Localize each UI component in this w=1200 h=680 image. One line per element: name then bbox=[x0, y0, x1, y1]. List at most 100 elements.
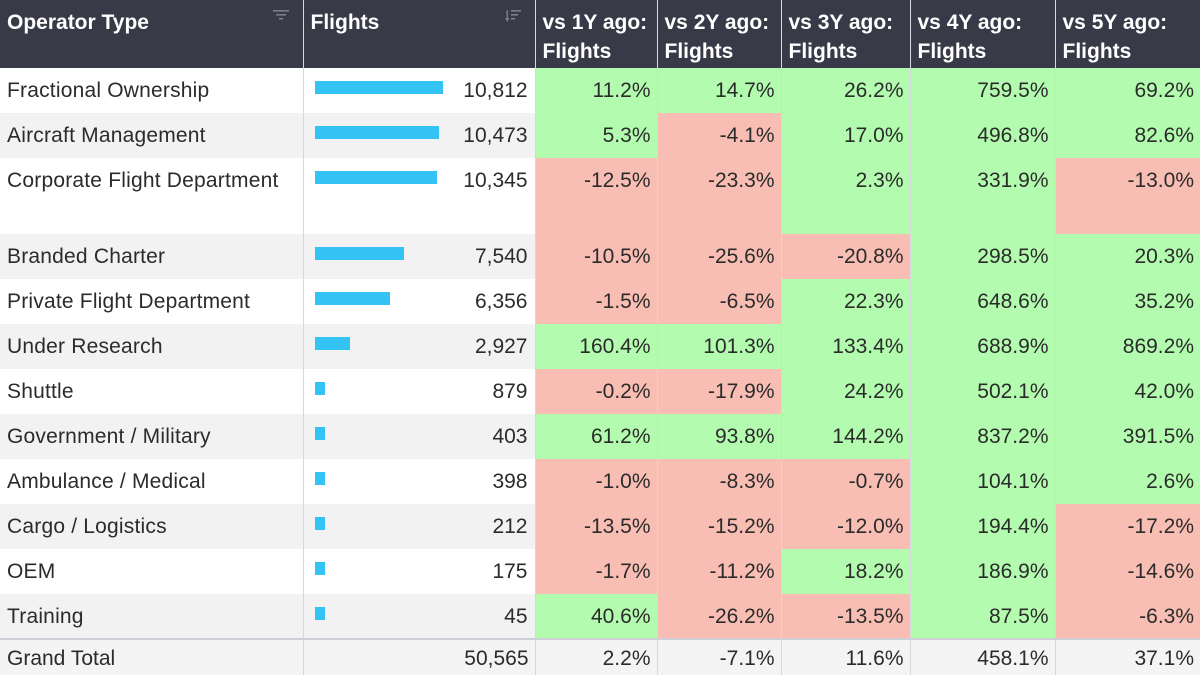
vs-5y-cell: 35.2% bbox=[1055, 279, 1200, 324]
vs-3y-cell: 26.2% bbox=[781, 68, 911, 113]
vs-4y-cell: 186.9% bbox=[910, 549, 1056, 594]
header-vs-2y[interactable]: vs 2Y ago: Flights bbox=[657, 0, 782, 68]
vs-5y-cell: 869.2% bbox=[1055, 324, 1200, 369]
vs-2y-cell: 14.7% bbox=[657, 68, 782, 113]
flights-cell: 45 bbox=[303, 594, 536, 639]
flights-value: 403 bbox=[492, 425, 528, 448]
flights-value: 10,345 bbox=[463, 169, 528, 192]
flights-cell: 175 bbox=[303, 549, 536, 594]
grand-total-vs-1y: 2.2% bbox=[535, 638, 658, 675]
flights-value: 398 bbox=[492, 470, 528, 493]
vs-5y-cell: 69.2% bbox=[1055, 68, 1200, 113]
vs-4y-cell: 496.8% bbox=[910, 113, 1056, 158]
vs-5y-cell: 391.5% bbox=[1055, 414, 1200, 459]
vs-1y-cell: 5.3% bbox=[535, 113, 658, 158]
table-row[interactable]: Shuttle 879 -0.2% -17.9% 24.2% 502.1% 42.0% bbox=[0, 369, 1200, 414]
vs-5y-cell: 42.0% bbox=[1055, 369, 1200, 414]
flights-value: 7,540 bbox=[474, 245, 528, 268]
grand-total-flights: 50,565 bbox=[303, 638, 536, 675]
table-row[interactable]: Government / Military 403 61.2% 93.8% 144.2%… bbox=[0, 414, 1200, 459]
vs-2y-cell: -25.6% bbox=[657, 234, 782, 279]
grand-total-vs-2y: -7.1% bbox=[657, 638, 782, 675]
header-operator-type[interactable]: Operator Type bbox=[0, 0, 304, 68]
vs-4y-cell: 331.9% bbox=[910, 158, 1056, 234]
table-row[interactable]: Corporate Flight Department 10,345 -12.5% -… bbox=[0, 158, 1200, 234]
table-body: Fractional Ownership 10,812 11.2% 14.7% 26.2… bbox=[0, 68, 1200, 639]
flights-bar bbox=[314, 562, 325, 575]
flights-cell: 398 bbox=[303, 459, 536, 504]
table-row[interactable]: Training 45 40.6% -26.2% -13.5% 87.5% -6.3% bbox=[0, 594, 1200, 639]
vs-4y-cell: 87.5% bbox=[910, 594, 1056, 639]
vs-1y-cell: -0.2% bbox=[535, 369, 658, 414]
flights-bar bbox=[314, 337, 350, 350]
vs-3y-cell: 144.2% bbox=[781, 414, 911, 459]
header-operator-type-label: Operator Type bbox=[7, 11, 149, 34]
flights-cell: 10,812 bbox=[303, 68, 536, 113]
operator-type-cell: OEM bbox=[0, 549, 304, 594]
table-row[interactable]: Aircraft Management 10,473 5.3% -4.1% 17.0% 4… bbox=[0, 113, 1200, 158]
flights-cell: 879 bbox=[303, 369, 536, 414]
header-vs-4y[interactable]: vs 4Y ago: Flights bbox=[910, 0, 1056, 68]
vs-2y-cell: -8.3% bbox=[657, 459, 782, 504]
table-row[interactable]: Ambulance / Medical 398 -1.0% -8.3% -0.7% 104… bbox=[0, 459, 1200, 504]
vs-2y-cell: -26.2% bbox=[657, 594, 782, 639]
flights-value: 879 bbox=[492, 380, 528, 403]
vs-1y-cell: -10.5% bbox=[535, 234, 658, 279]
vs-5y-cell: -13.0% bbox=[1055, 158, 1200, 234]
header-flights[interactable]: Flights bbox=[303, 0, 536, 68]
vs-3y-cell: -0.7% bbox=[781, 459, 911, 504]
operator-type-cell: Private Flight Department bbox=[0, 279, 304, 324]
table-row[interactable]: Branded Charter 7,540 -10.5% -25.6% -20.8% 29… bbox=[0, 234, 1200, 279]
vs-1y-cell: -13.5% bbox=[535, 504, 658, 549]
operator-type-cell: Government / Military bbox=[0, 414, 304, 459]
operator-type-cell: Training bbox=[0, 594, 304, 639]
vs-1y-cell: 160.4% bbox=[535, 324, 658, 369]
flights-value: 212 bbox=[492, 515, 528, 538]
filter-icon[interactable] bbox=[272, 10, 289, 22]
grand-total-vs-4y: 458.1% bbox=[910, 638, 1056, 675]
vs-3y-cell: 17.0% bbox=[781, 113, 911, 158]
vs-4y-cell: 298.5% bbox=[910, 234, 1056, 279]
vs-1y-cell: -1.5% bbox=[535, 279, 658, 324]
vs-4y-cell: 502.1% bbox=[910, 369, 1056, 414]
vs-1y-cell: 61.2% bbox=[535, 414, 658, 459]
vs-2y-cell: 93.8% bbox=[657, 414, 782, 459]
flights-bar bbox=[314, 427, 325, 440]
flights-bar bbox=[314, 472, 325, 485]
table-row[interactable]: OEM 175 -1.7% -11.2% 18.2% 186.9% -14.6% bbox=[0, 549, 1200, 594]
operator-type-cell: Fractional Ownership bbox=[0, 68, 304, 113]
table-row[interactable]: Under Research 2,927 160.4% 101.3% 133.4% 688… bbox=[0, 324, 1200, 369]
header-vs-5y[interactable]: vs 5Y ago: Flights bbox=[1055, 0, 1200, 68]
flights-bar bbox=[314, 126, 439, 139]
vs-1y-cell: -1.0% bbox=[535, 459, 658, 504]
sort-descending-icon[interactable] bbox=[504, 10, 521, 22]
flights-cell: 7,540 bbox=[303, 234, 536, 279]
flights-value: 6,356 bbox=[474, 290, 528, 313]
header-vs-2y-label: vs 2Y ago: Flights bbox=[664, 11, 770, 63]
header-vs-1y[interactable]: vs 1Y ago: Flights bbox=[535, 0, 658, 68]
vs-3y-cell: -12.0% bbox=[781, 504, 911, 549]
header-vs-3y[interactable]: vs 3Y ago: Flights bbox=[781, 0, 911, 68]
vs-5y-cell: -14.6% bbox=[1055, 549, 1200, 594]
vs-4y-cell: 759.5% bbox=[910, 68, 1056, 113]
flights-value: 2,927 bbox=[474, 335, 528, 358]
vs-3y-cell: 18.2% bbox=[781, 549, 911, 594]
vs-1y-cell: 40.6% bbox=[535, 594, 658, 639]
vs-2y-cell: -17.9% bbox=[657, 369, 782, 414]
vs-5y-cell: -17.2% bbox=[1055, 504, 1200, 549]
table-row[interactable]: Private Flight Department 6,356 -1.5% -6.5%… bbox=[0, 279, 1200, 324]
vs-2y-cell: -15.2% bbox=[657, 504, 782, 549]
table-row[interactable]: Cargo / Logistics 212 -13.5% -15.2% -12.0% 19… bbox=[0, 504, 1200, 549]
vs-2y-cell: -4.1% bbox=[657, 113, 782, 158]
header-vs-3y-label: vs 3Y ago: Flights bbox=[788, 11, 894, 63]
vs-3y-cell: -13.5% bbox=[781, 594, 911, 639]
operator-type-cell: Aircraft Management bbox=[0, 113, 304, 158]
vs-5y-cell: -6.3% bbox=[1055, 594, 1200, 639]
flights-value: 10,812 bbox=[463, 79, 528, 102]
flights-cell: 6,356 bbox=[303, 279, 536, 324]
table-row[interactable]: Fractional Ownership 10,812 11.2% 14.7% 26.2… bbox=[0, 68, 1200, 113]
flights-value: 45 bbox=[504, 605, 528, 628]
flights-bar bbox=[314, 517, 325, 530]
flights-bar bbox=[314, 382, 325, 395]
